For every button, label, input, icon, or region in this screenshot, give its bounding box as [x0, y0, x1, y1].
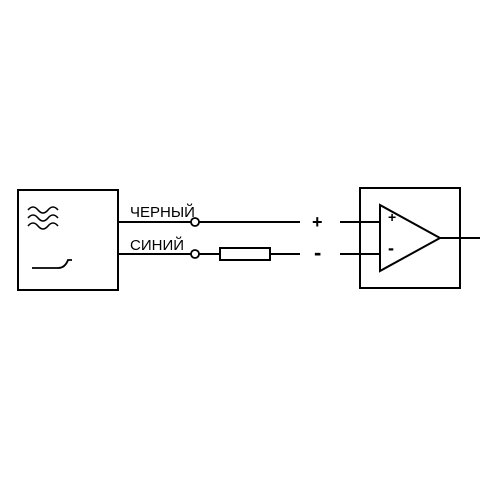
resistor [220, 248, 270, 260]
wave-icon [28, 207, 58, 229]
wiring-diagram: ЧЕРНЫЙ СИНИЙ + - + - [0, 0, 500, 500]
amp-plus-icon: + [388, 209, 396, 225]
label-plus: + [312, 212, 323, 232]
sensor-box [18, 190, 118, 290]
step-icon [32, 260, 72, 268]
junction-bottom [191, 250, 199, 258]
label-black: ЧЕРНЫЙ [130, 203, 195, 221]
label-minus: - [314, 240, 321, 265]
amp-minus-icon: - [388, 238, 394, 258]
label-blue: СИНИЙ [130, 236, 184, 254]
